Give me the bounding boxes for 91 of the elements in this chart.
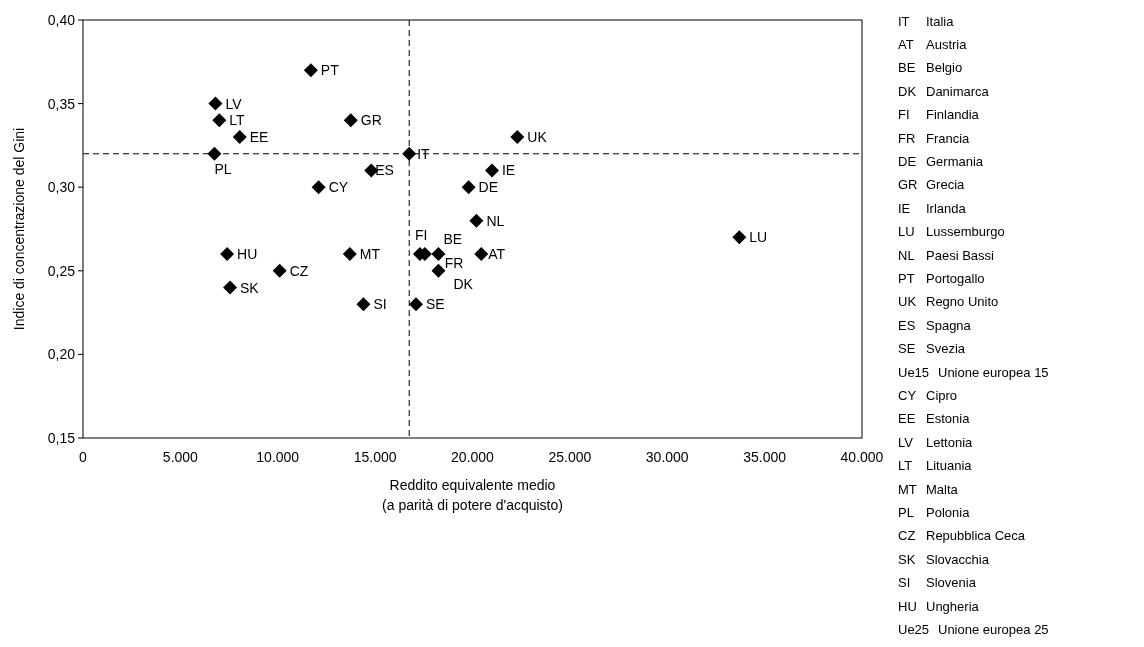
point [356,297,371,312]
point [402,146,417,161]
annotation: DE [478,179,499,196]
text: Ue25 Unione europea 25 [898,621,1049,637]
point [461,180,476,195]
point [207,146,222,161]
text: CZ Repubblica Ceca [898,528,1026,544]
annotation: IT [417,145,431,162]
point [311,180,326,195]
x-tick-label: 10.000 [256,449,300,465]
x-tick-label: 15.000 [353,449,397,465]
text: SI Slovenia [898,575,976,591]
x-tick-label: 25.000 [548,449,592,465]
text: EE Estonia [898,411,971,427]
x-tick-label: 0 [79,449,88,465]
annotation: LT [229,112,246,129]
x-tick-label: 40.000 [840,449,884,465]
point [212,113,227,128]
annotation: IE [501,162,516,179]
text: LU Lussemburgo [898,224,1005,240]
annotation: BE [443,231,463,248]
annotation: PL [214,160,232,177]
annotation: FR [444,255,464,272]
text: LV Lettonia [898,434,974,450]
y-tick-label: 0,30 [47,179,76,196]
annotation: LV [225,95,243,112]
y-tick-label: 0,15 [47,429,76,446]
text: ES Spagna [898,317,972,333]
text: DK Danimarca [898,83,990,99]
point [732,230,747,245]
annotation: MT [359,246,381,263]
text: HU Ungheria [898,598,980,614]
text: FR Francia [898,130,971,146]
point [343,113,358,128]
annotation: CY [328,179,349,196]
annotation: GR [360,112,382,129]
text: LT Lituania [898,458,973,474]
point [342,247,357,262]
annotation: FI [414,227,428,244]
point [431,263,446,278]
point [474,247,489,262]
point [232,130,247,145]
text: IT Italia [898,13,954,29]
text: MT Malta [898,481,959,497]
point [208,96,223,111]
x-tick-label: 35.000 [743,449,787,465]
text: SK Slovacchia [898,551,990,567]
text: NL Paesi Bassi [898,247,995,263]
point [510,130,525,145]
y-axis-title: Indice di concentrazione del Gini [11,127,27,331]
text: SE Svezia [898,341,966,357]
y-tick-label: 0,25 [47,262,76,279]
text: IE Irlanda [898,200,966,216]
annotation: HU [237,246,258,263]
point [469,213,484,228]
text: GR Grecia [898,177,966,193]
annotation: SE [426,296,445,313]
annotation: NL [486,212,505,229]
text: FI Finlandia [898,107,979,123]
text: BE Belgio [898,60,963,76]
annotation: AT [488,246,506,263]
annotation: LU [749,229,768,246]
annotation: UK [527,129,548,146]
text: UK Regno Unito [898,294,999,310]
annotation: CZ [289,262,309,279]
y-tick-label: 0,20 [47,346,76,363]
text: PL Polonia [898,504,971,520]
point [484,163,499,178]
text: Ue15 Unione europea 15 [898,364,1049,380]
point [272,263,287,278]
text: AT Austria [898,36,968,52]
annotation: ES [375,162,394,179]
point [409,297,424,312]
y-tick-label: 0,35 [47,95,76,112]
annotation: EE [249,129,269,146]
y-tick-label: 0,40 [47,11,76,28]
x-tick-label: 5.000 [162,449,199,465]
point [223,280,238,295]
point [431,247,446,262]
annotation: SI [373,296,387,313]
point [303,63,318,78]
x-tick-label: 20.000 [451,449,495,465]
text: PT Portogallo [898,270,985,286]
point [220,247,235,262]
annotation: PT [320,62,340,79]
text: CY Cipro [898,387,958,403]
text: DE Germania [898,153,984,169]
x-tick-label: 30.000 [645,449,689,465]
annotation: SK [240,279,260,296]
x-axis-title: Reddito equivalente medio (a parità di potere d'acquisto) [382,477,563,513]
annotation: DK [453,275,474,292]
